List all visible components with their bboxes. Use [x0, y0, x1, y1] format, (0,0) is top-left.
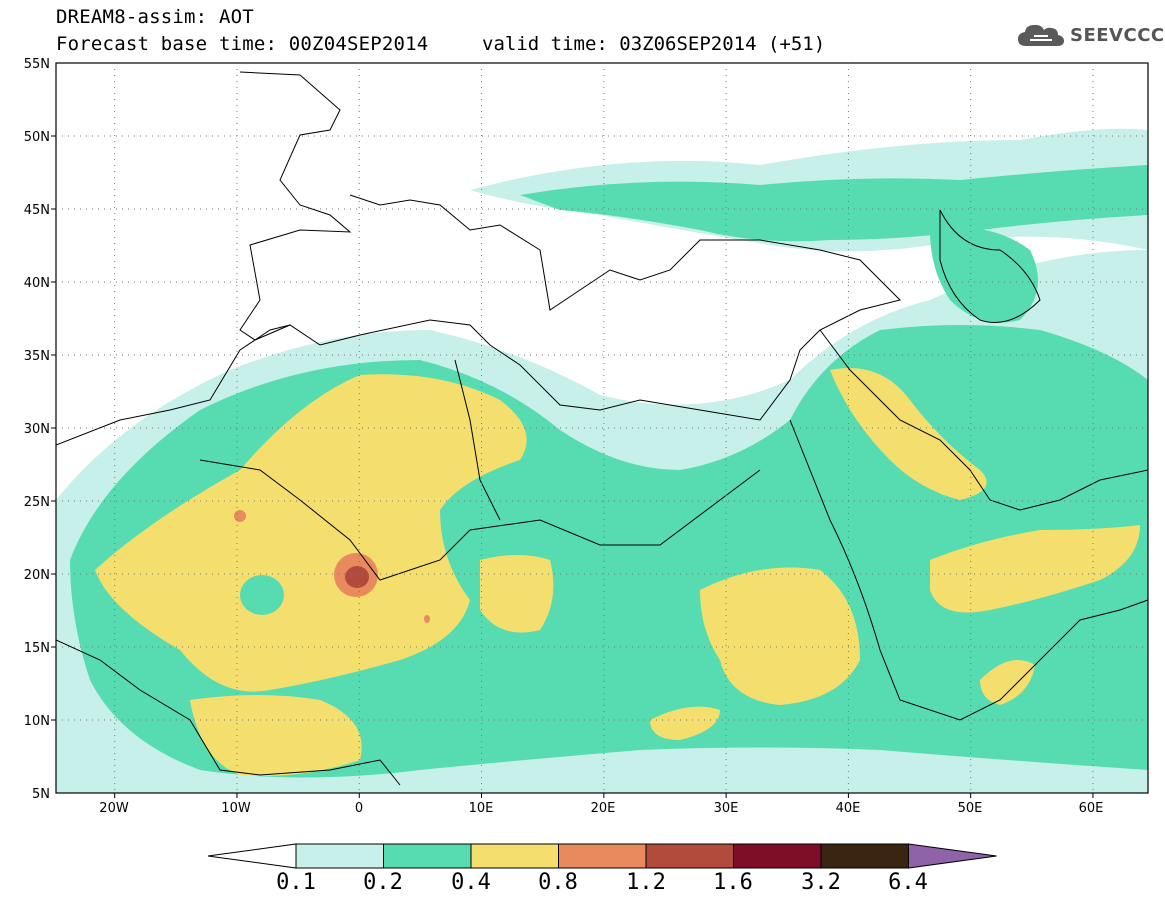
colorbar-swatch: [645, 843, 734, 869]
colorbar: [207, 843, 997, 869]
graticule: [51, 63, 1148, 798]
colorbar-arrow-low: [207, 843, 297, 869]
lat-label: 50N: [24, 130, 50, 145]
lat-label: 40N: [24, 276, 50, 291]
lat-label: 30N: [24, 422, 50, 437]
colorbar-label: 3.2: [801, 870, 841, 895]
colorbar-swatch: [733, 843, 822, 869]
valid-time: valid time: 03Z06SEP2014 (+51): [482, 33, 826, 55]
lat-label: 5N: [32, 787, 50, 802]
colorbar-swatch: [295, 843, 384, 869]
seevccc-logo: SEEVCCC: [1016, 22, 1165, 48]
lon-label: 40E: [836, 801, 861, 816]
colorbar-label: 0.4: [451, 870, 491, 895]
aot-band-0.4: [95, 368, 1140, 776]
lat-label: 45N: [24, 203, 50, 218]
colorbar-label: 6.4: [888, 870, 928, 895]
lat-label: 55N: [24, 57, 50, 72]
lon-label: 50E: [958, 801, 983, 816]
colorbar-swatch: [470, 843, 559, 869]
lon-label: 0: [355, 801, 363, 816]
colorbar-label: 0.2: [363, 870, 403, 895]
lat-label: 35N: [24, 349, 50, 364]
colorbar-swatch: [383, 843, 472, 869]
lat-label: 20N: [24, 568, 50, 583]
lon-label: 30E: [714, 801, 739, 816]
colorbar-label: 1.2: [626, 870, 666, 895]
colorbar-swatch: [820, 843, 909, 869]
colorbar-label: 1.6: [713, 870, 753, 895]
map-area: [56, 71, 1148, 793]
forecast-base-time: Forecast base time: 00Z04SEP2014: [56, 33, 429, 55]
colorbar-arrow-high: [908, 843, 997, 869]
colorbar-label: 0.8: [538, 870, 578, 895]
lon-label: 60E: [1079, 801, 1104, 816]
lat-label: 10N: [24, 714, 50, 729]
lon-label: 10W: [221, 801, 251, 816]
lon-label: 10E: [469, 801, 494, 816]
cloud-icon: [1018, 24, 1064, 46]
logo-text: SEEVCCC: [1070, 24, 1165, 46]
lon-axis: 20W 10W 0 10E 20E 30E 40E 50E 60E: [99, 801, 1103, 816]
lat-label: 25N: [24, 495, 50, 510]
lat-label: 15N: [24, 641, 50, 656]
colorbar-label: 0.1: [276, 870, 316, 895]
coastlines: [56, 71, 1148, 786]
lat-axis: 55N 50N 45N 40N 35N 30N 25N 20N 15N 10N …: [24, 57, 50, 802]
map-title: DREAM8-assim: AOT: [56, 6, 254, 28]
lon-label: 20E: [591, 801, 616, 816]
colorbar-swatch: [558, 843, 647, 869]
lon-label: 20W: [99, 801, 129, 816]
